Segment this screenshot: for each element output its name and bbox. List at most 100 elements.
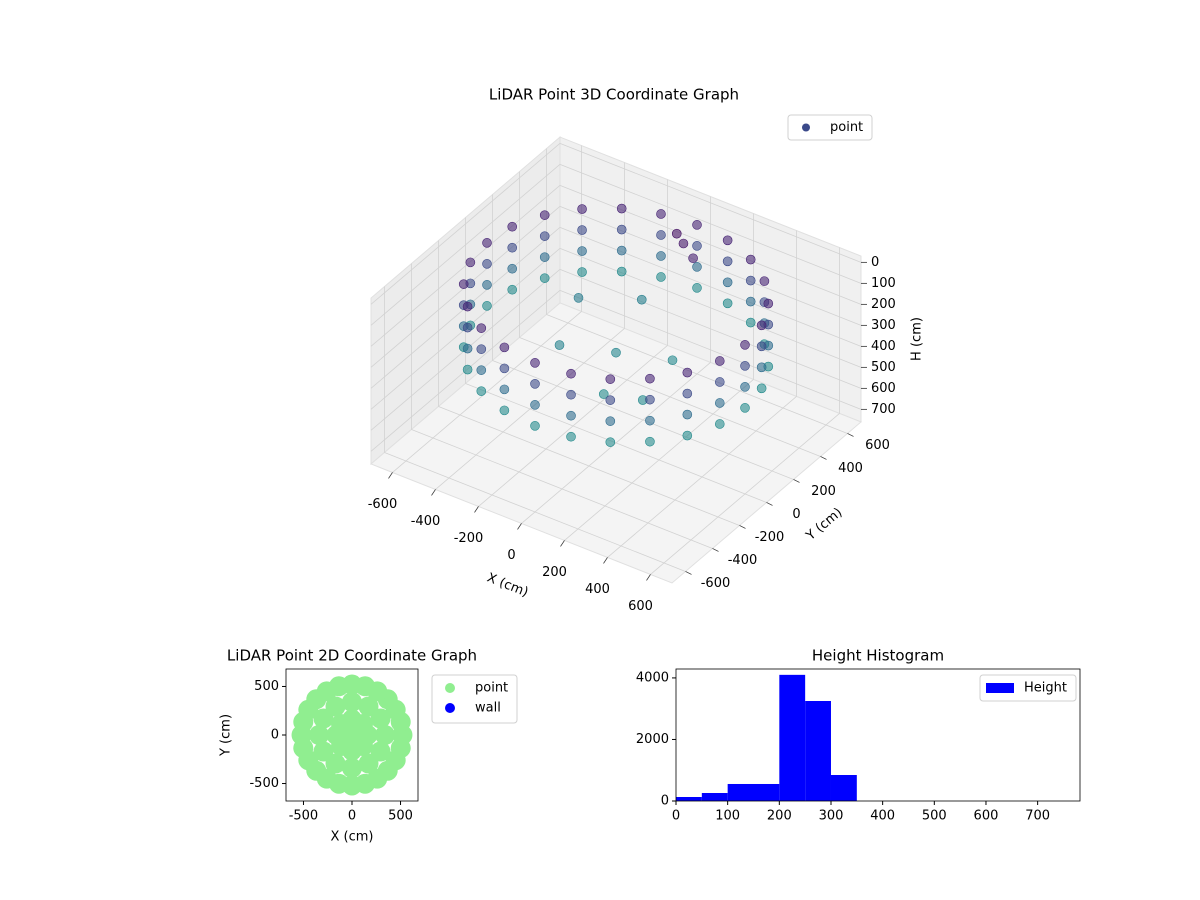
point [566, 431, 576, 442]
point [692, 283, 702, 293]
chart-title: LiDAR Point 2D Coordinate Graph [227, 647, 477, 665]
point [566, 410, 576, 421]
point [682, 430, 693, 441]
x-tick-label: -500 [289, 809, 319, 824]
point [740, 403, 750, 413]
point [656, 230, 666, 240]
point [759, 276, 770, 286]
point [499, 342, 510, 353]
point [745, 275, 756, 286]
legend-label: Height [1024, 681, 1067, 696]
x-axis-label: X (cm) [331, 830, 374, 845]
tick-mark [560, 540, 565, 547]
point [656, 209, 666, 219]
point [682, 409, 693, 420]
legend-marker [445, 683, 455, 693]
point [539, 210, 550, 220]
grid-line [559, 289, 862, 410]
point [645, 394, 655, 405]
point [577, 204, 587, 214]
z-tick-label: 600 [871, 381, 896, 396]
legend-label: wall [475, 701, 501, 716]
point [678, 238, 689, 249]
point [692, 220, 702, 230]
point [499, 405, 510, 416]
point [682, 388, 693, 399]
axes-frame [675, 668, 1081, 802]
grid-line [438, 406, 740, 526]
point [616, 224, 627, 235]
point [714, 398, 725, 408]
x-tick-label: 100 [715, 809, 740, 824]
point [507, 221, 518, 232]
point [566, 368, 576, 379]
point [482, 280, 492, 290]
point [476, 365, 487, 375]
point [342, 725, 362, 745]
point [682, 367, 693, 378]
point [462, 343, 473, 354]
point [507, 263, 518, 274]
point [370, 741, 391, 762]
grid-line [559, 184, 862, 305]
legend-label: point [830, 120, 863, 135]
point [611, 347, 621, 358]
point [745, 296, 756, 307]
bar [830, 775, 857, 801]
point [507, 242, 518, 253]
point [656, 251, 666, 261]
point [390, 738, 411, 759]
x-tick-label: 500 [388, 809, 413, 824]
y-tick-label: -200 [755, 530, 785, 545]
point [342, 758, 362, 778]
x-tick-label: 600 [628, 599, 653, 614]
y-tick-label: -400 [728, 553, 758, 568]
point [763, 298, 774, 309]
y-tick-label: 0 [661, 794, 669, 809]
point [530, 421, 540, 431]
point [358, 696, 379, 717]
point [722, 235, 733, 246]
point [309, 725, 329, 745]
bar [701, 793, 728, 801]
grid-line [546, 314, 848, 434]
point [577, 267, 587, 277]
y-tick-label: 200 [811, 484, 836, 499]
tick-mark [847, 433, 854, 437]
point [756, 341, 767, 352]
point [756, 320, 767, 331]
z-tick-label: 700 [871, 402, 896, 417]
point [462, 364, 473, 375]
y-tick-label: 400 [838, 461, 863, 476]
grid-line [384, 452, 686, 572]
tick-mark [388, 472, 393, 479]
point [554, 340, 565, 350]
point [605, 395, 616, 405]
x-tick-label: -400 [411, 514, 441, 529]
grid-line [559, 205, 862, 326]
x-tick-label: -200 [454, 531, 484, 546]
point [722, 298, 733, 309]
y-tick-label: 500 [254, 679, 279, 694]
tick-mark [739, 525, 746, 529]
grid-line [370, 185, 561, 347]
y-tick-label: -500 [249, 776, 279, 791]
grid-line [559, 247, 862, 368]
point [375, 725, 395, 745]
point [722, 256, 733, 267]
point [313, 708, 334, 729]
point [740, 361, 750, 371]
bar [676, 797, 702, 801]
point [462, 322, 473, 333]
point [645, 436, 655, 447]
x-tick-label: 0 [672, 809, 680, 824]
point [577, 246, 587, 256]
tick-mark [793, 479, 800, 483]
tick-mark [685, 571, 692, 575]
x-tick-label: 400 [585, 582, 610, 597]
point [465, 257, 476, 268]
point [645, 415, 655, 426]
x-tick-label: 300 [819, 809, 844, 824]
grid-line [559, 226, 862, 347]
